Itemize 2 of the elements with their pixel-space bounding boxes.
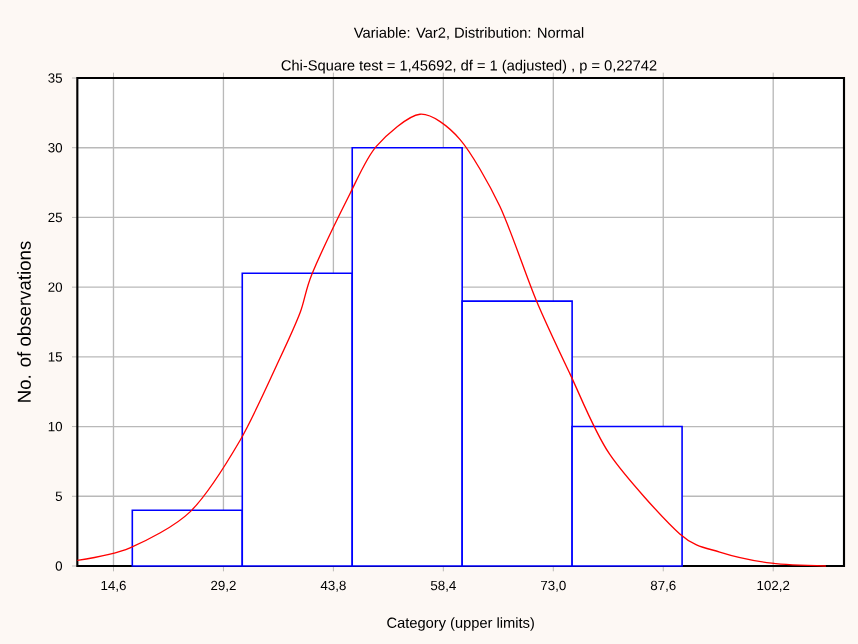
y-axis-title: No. of observations [17,241,31,402]
line-series [76,113,827,567]
